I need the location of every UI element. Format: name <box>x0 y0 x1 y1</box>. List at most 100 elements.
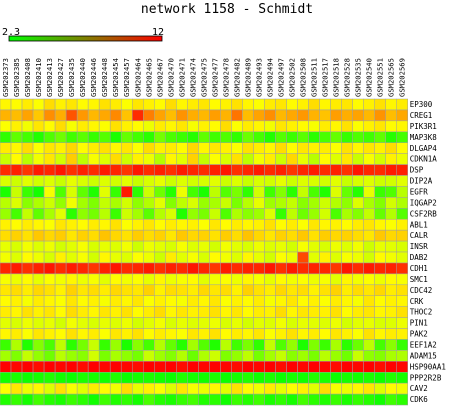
heatmap-cell <box>165 240 177 253</box>
heatmap-cell <box>308 218 320 231</box>
heatmap-cell <box>341 175 353 187</box>
heatmap-cell <box>109 164 122 176</box>
heatmap-cell <box>385 361 397 373</box>
row-label: HSP90AA1 <box>410 362 446 371</box>
heatmap-cell <box>242 153 254 165</box>
heatmap-cell <box>32 393 45 406</box>
column-label: GSM202517 <box>321 58 330 97</box>
heatmap-cell <box>187 350 199 362</box>
heatmap-cell <box>165 372 177 384</box>
heatmap-cell <box>98 251 111 264</box>
heatmap-cell <box>275 175 287 187</box>
heatmap-cell <box>231 350 243 362</box>
heatmap-cell <box>385 284 397 296</box>
heatmap-cell <box>143 98 155 111</box>
heatmap-cell <box>65 186 78 198</box>
column-label: GSM202475 <box>199 58 208 97</box>
heatmap-cell <box>396 218 408 231</box>
row-label: SMC1 <box>410 275 428 284</box>
heatmap-cell <box>10 240 23 253</box>
heatmap-cell <box>21 208 34 220</box>
heatmap-cell <box>120 262 133 275</box>
heatmap-cell <box>286 240 298 253</box>
heatmap-cell <box>242 142 254 154</box>
heatmap-cell <box>264 197 276 209</box>
heatmap-cell <box>396 328 408 340</box>
heatmap-cell <box>76 361 89 373</box>
heatmap-cell <box>65 98 78 111</box>
heatmap-cell <box>43 339 56 351</box>
heatmap-cell <box>76 142 89 154</box>
heatmap-cell <box>374 382 386 395</box>
heatmap-cell <box>10 164 23 176</box>
heatmap-cell <box>87 251 100 264</box>
column-label: GSM202470 <box>166 58 175 97</box>
heatmap-cell <box>21 218 34 231</box>
heatmap-cell <box>176 284 188 296</box>
heatmap-cell <box>319 328 331 340</box>
heatmap-cell <box>109 197 122 209</box>
heatmap-cell <box>297 153 309 165</box>
heatmap-cell <box>10 393 23 406</box>
column-label: GSM202535 <box>354 58 363 97</box>
heatmap-cell <box>330 164 342 176</box>
heatmap-cell <box>231 186 243 198</box>
heatmap-cell <box>154 208 166 220</box>
heatmap-cell <box>32 229 45 242</box>
heatmap-cell <box>363 382 375 395</box>
heatmap-cell <box>65 328 78 340</box>
heatmap-cell <box>198 131 210 143</box>
heatmap-cell <box>109 350 122 362</box>
row-label: ABL1 <box>410 220 428 229</box>
column-label: GSM202408 <box>23 58 32 97</box>
heatmap-cell <box>209 382 221 395</box>
heatmap-cell <box>396 142 408 154</box>
heatmap-cell <box>131 306 144 318</box>
heatmap-cell <box>120 218 133 231</box>
heatmap-cell <box>154 142 166 154</box>
heatmap-cell <box>363 317 375 329</box>
heatmap-cell <box>275 142 287 154</box>
column-label: GSM202410 <box>34 58 43 97</box>
heatmap-cell <box>385 350 397 362</box>
heatmap-cell <box>154 109 166 122</box>
heatmap-cell <box>87 339 100 351</box>
heatmap-cell <box>0 218 12 231</box>
heatmap-cell <box>109 120 122 133</box>
heatmap-cell <box>65 273 78 286</box>
heatmap-cell <box>396 240 408 253</box>
heatmap-cell <box>363 273 375 286</box>
heatmap-cell <box>319 175 331 187</box>
row-label: DAB2 <box>410 253 428 262</box>
heatmap-cell <box>242 240 254 253</box>
heatmap-cell <box>220 262 232 275</box>
heatmap-cell <box>165 186 177 198</box>
heatmap-cell <box>43 164 56 176</box>
heatmap-cell <box>341 218 353 231</box>
heatmap-cell <box>187 208 199 220</box>
heatmap-cell <box>374 273 386 286</box>
heatmap-cell <box>308 164 320 176</box>
heatmap-cell <box>187 393 199 406</box>
heatmap-cell <box>231 393 243 406</box>
heatmap-cell <box>231 142 243 154</box>
heatmap-cell <box>198 109 210 122</box>
column-label: GSM202440 <box>78 58 87 97</box>
heatmap-cell <box>76 262 89 275</box>
heatmap-cell <box>154 317 166 329</box>
heatmap-cell <box>87 218 100 231</box>
heatmap-cell <box>198 186 210 198</box>
heatmap-cell <box>319 317 331 329</box>
heatmap-cell <box>297 240 309 253</box>
heatmap-cell <box>308 372 320 384</box>
row-label: CDH1 <box>410 264 428 273</box>
heatmap-cell <box>220 142 232 154</box>
heatmap-cell <box>209 328 221 340</box>
heatmap-cell <box>330 109 342 122</box>
heatmap-cell <box>330 372 342 384</box>
heatmap-cell <box>187 197 199 209</box>
heatmap-cell <box>352 98 364 111</box>
heatmap-cell <box>231 361 243 373</box>
heatmap-cell <box>286 186 298 198</box>
heatmap-cell <box>396 317 408 329</box>
